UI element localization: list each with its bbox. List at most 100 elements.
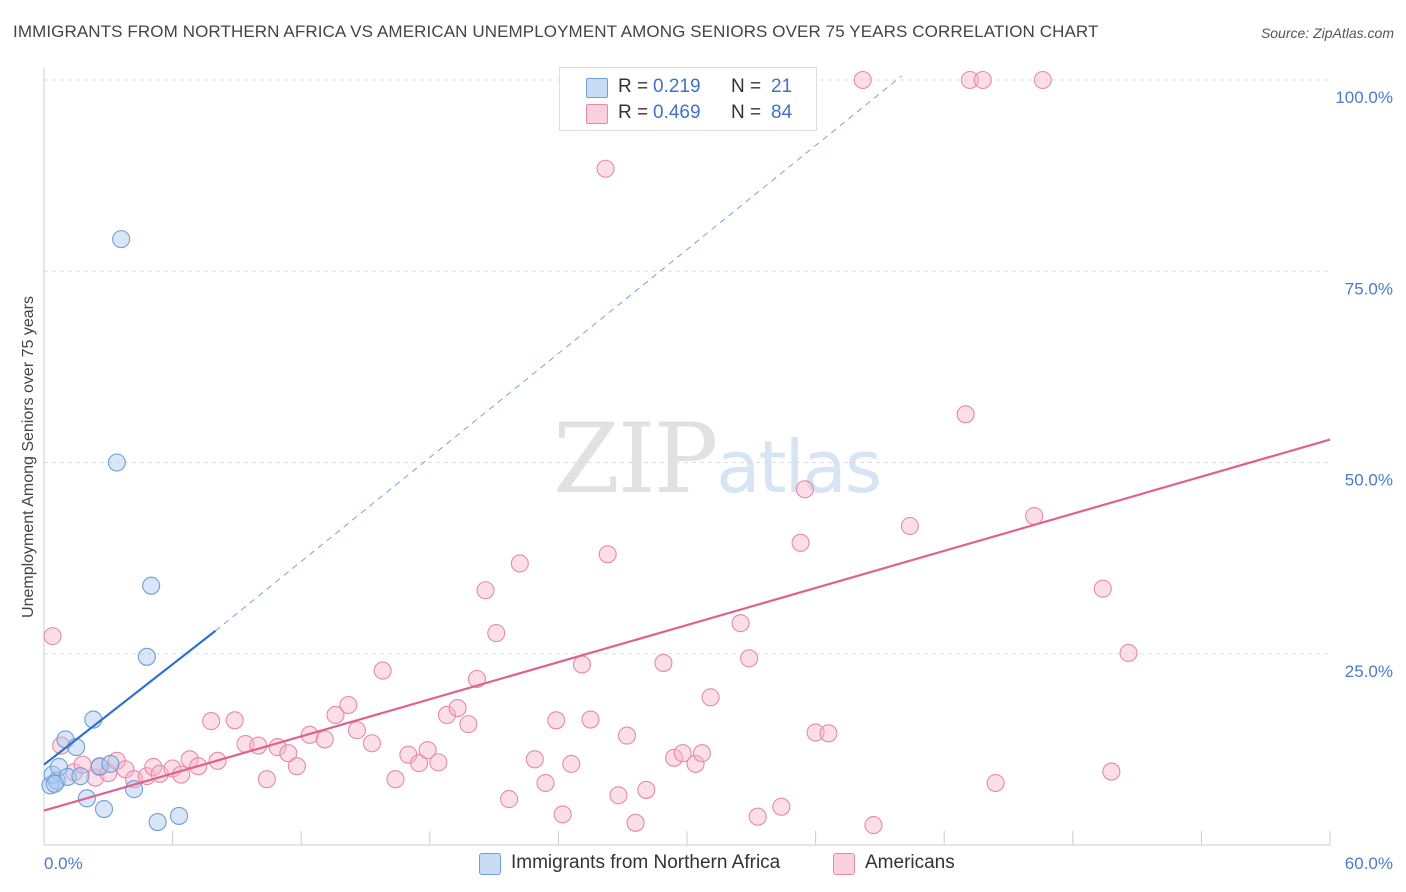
data-point-americans xyxy=(665,748,684,767)
data-point-immigrants xyxy=(148,812,167,832)
data-point-americans xyxy=(637,780,656,799)
data-point-americans xyxy=(448,699,467,718)
data-point-americans xyxy=(864,816,883,835)
data-point-americans xyxy=(596,159,615,178)
data-point-americans xyxy=(806,723,825,742)
data-point-immigrants xyxy=(112,230,131,249)
data-point-americans xyxy=(731,614,750,633)
data-point-americans xyxy=(791,533,810,552)
data-point-americans xyxy=(654,653,673,672)
data-point-americans xyxy=(362,734,381,753)
y-tick-label: 50.0% xyxy=(1345,471,1393,490)
data-point-americans xyxy=(467,669,487,689)
data-point-americans xyxy=(510,554,529,573)
correlation-legend: R = 0.219 N = 21 R = 0.469 N = 84 xyxy=(559,67,817,131)
x-tick-label: 60.0% xyxy=(1345,854,1393,873)
data-point-americans xyxy=(459,715,478,734)
data-point-immigrants xyxy=(45,774,64,793)
data-point-americans xyxy=(986,773,1005,793)
data-point-americans xyxy=(257,770,276,789)
data-point-americans xyxy=(326,705,345,725)
data-point-americans xyxy=(144,757,163,777)
legend-r-value: 0.219 xyxy=(653,76,701,97)
data-point-americans xyxy=(795,480,814,499)
legend-swatch-immigrants xyxy=(586,78,608,98)
data-point-americans xyxy=(315,730,334,749)
data-point-americans xyxy=(956,405,975,424)
trendline-immigrants xyxy=(43,629,217,766)
legend-n-label: N = xyxy=(731,102,762,123)
data-point-americans xyxy=(692,744,712,763)
y-tick-label: 75.0% xyxy=(1345,279,1393,298)
data-point-americans xyxy=(853,70,872,90)
legend-n-value: 84 xyxy=(771,102,793,123)
y-axis-label: Unemployment Among Seniors over 75 years xyxy=(20,296,37,618)
data-point-americans xyxy=(673,744,692,763)
data-point-immigrants xyxy=(142,576,161,595)
trendline-immigrants-extension xyxy=(215,75,902,632)
data-point-americans xyxy=(572,655,592,674)
data-point-americans xyxy=(686,754,705,773)
data-point-americans xyxy=(347,721,366,740)
data-point-immigrants xyxy=(107,453,126,472)
source-credit: Source: ZipAtlas.com xyxy=(1260,25,1394,41)
y-tick-label: 25.0% xyxy=(1345,662,1393,681)
legend-n-label: N = xyxy=(731,76,762,97)
watermark: ZIPatlas xyxy=(553,403,882,515)
data-point-americans xyxy=(701,688,720,707)
data-point-americans xyxy=(225,711,244,730)
data-point-americans xyxy=(1119,643,1138,663)
x-tick-label: 0.0% xyxy=(44,854,83,873)
data-point-immigrants xyxy=(101,754,120,773)
legend-label-immigrants: Immigrants from Northern Africa xyxy=(511,852,781,873)
data-point-immigrants xyxy=(67,738,86,757)
data-point-americans xyxy=(609,786,628,805)
data-point-americans xyxy=(900,516,919,536)
data-point-immigrants xyxy=(71,767,90,786)
data-point-americans xyxy=(581,710,600,729)
watermark-zip: ZIP xyxy=(553,403,718,515)
data-point-americans xyxy=(418,741,437,760)
data-point-americans xyxy=(772,797,791,816)
data-point-americans xyxy=(748,807,767,826)
data-point-americans xyxy=(1093,579,1112,598)
data-point-immigrants xyxy=(94,799,114,819)
data-point-americans xyxy=(429,753,448,772)
data-point-americans xyxy=(373,661,392,680)
legend-r-value: 0.469 xyxy=(653,102,701,123)
data-point-americans xyxy=(598,545,617,564)
legend-r-label: R = xyxy=(618,76,649,97)
legend-swatch-americans xyxy=(586,104,608,124)
data-point-americans xyxy=(202,712,221,731)
data-point-americans xyxy=(562,754,581,773)
data-point-americans xyxy=(1033,70,1052,90)
data-point-americans xyxy=(547,711,566,730)
data-point-americans xyxy=(525,750,544,769)
data-point-americans xyxy=(279,744,298,763)
data-point-americans xyxy=(437,705,456,725)
data-point-americans xyxy=(973,70,992,90)
data-point-americans xyxy=(487,624,506,643)
data-point-americans xyxy=(536,773,555,793)
data-point-immigrants xyxy=(47,771,66,790)
data-point-immigrants xyxy=(169,806,189,825)
trendline-americans xyxy=(43,438,1331,812)
legend-swatch-americans xyxy=(833,853,855,875)
data-point-americans xyxy=(287,757,306,776)
data-point-americans xyxy=(553,805,572,824)
data-point-americans xyxy=(386,770,405,789)
legend-r-label: R = xyxy=(618,102,649,123)
data-point-americans xyxy=(476,581,495,600)
data-point-americans xyxy=(1102,762,1121,781)
data-point-americans xyxy=(626,813,645,832)
data-point-americans xyxy=(740,649,759,668)
data-point-americans xyxy=(43,627,62,646)
legend-label-americans: Americans xyxy=(865,852,955,873)
y-tick-label: 100.0% xyxy=(1335,88,1393,107)
data-point-americans xyxy=(500,790,519,809)
data-point-immigrants xyxy=(137,647,156,666)
data-point-immigrants xyxy=(90,757,109,776)
data-point-americans xyxy=(617,726,637,745)
data-point-americans xyxy=(410,754,429,773)
